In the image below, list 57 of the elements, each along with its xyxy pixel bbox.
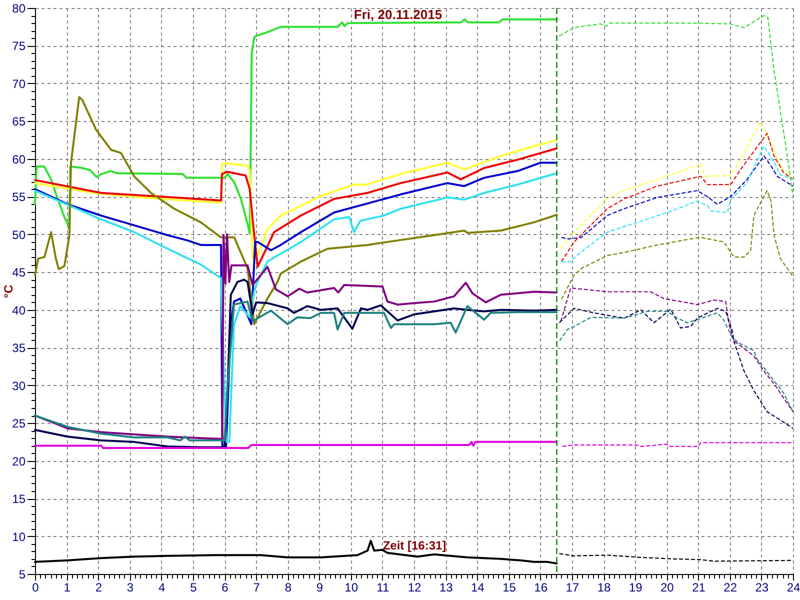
line-series xyxy=(34,440,558,449)
line-series xyxy=(560,155,794,240)
x-tick-label: 19 xyxy=(628,580,643,594)
x-tick-label: 10 xyxy=(344,580,358,594)
line-series xyxy=(558,308,794,429)
y-tick-label: 40 xyxy=(12,303,26,318)
y-axis-title: °C xyxy=(2,284,16,298)
x-tick-label: 14 xyxy=(470,580,485,594)
y-tick-label: 65 xyxy=(12,114,26,129)
x-tick-label: 5 xyxy=(190,580,198,594)
line-series xyxy=(558,14,794,196)
x-tick-label: 7 xyxy=(253,580,260,594)
x-tick-label: 13 xyxy=(439,580,454,594)
line-series xyxy=(560,190,794,300)
x-tick-label: 21 xyxy=(692,580,706,594)
y-tick-label: 75 xyxy=(12,39,26,54)
chart-title: Fri, 20.11.2015 xyxy=(354,7,442,22)
x-tick-label: 0 xyxy=(32,580,40,594)
x-tick-label: 18 xyxy=(597,580,611,594)
x-tick-label: 2 xyxy=(95,580,102,594)
y-tick-label: 50 xyxy=(12,228,26,242)
y-tick-label: 25 xyxy=(12,416,26,431)
y-tick-label: 70 xyxy=(12,76,26,91)
x-tick-label: 4 xyxy=(158,580,166,594)
y-tick-label: 15 xyxy=(12,492,26,506)
x-tick-label: 20 xyxy=(660,580,674,594)
x-tick-label: 1 xyxy=(64,580,71,594)
y-tick-label: 80 xyxy=(12,2,26,16)
x-tick-label: 8 xyxy=(284,580,292,594)
x-tick-label: 11 xyxy=(376,580,390,594)
y-tick-label: 45 xyxy=(12,266,26,280)
y-tick-label: 60 xyxy=(12,152,26,166)
line-series xyxy=(560,121,794,250)
x-tick-label: 12 xyxy=(408,580,422,594)
x-tick-label: 22 xyxy=(724,580,738,594)
x-tick-label: 9 xyxy=(316,580,324,594)
line-series xyxy=(559,310,794,412)
x-tick-label: 17 xyxy=(566,580,580,594)
line-series xyxy=(34,233,558,440)
x-tick-label: 3 xyxy=(126,580,134,594)
x-tick-label: 16 xyxy=(534,580,548,594)
line-series xyxy=(34,96,558,326)
x-tick-label: 23 xyxy=(755,580,769,594)
y-tick-label: 20 xyxy=(12,454,26,468)
x-tick-label: 24 xyxy=(786,580,800,594)
y-tick-label: 30 xyxy=(12,378,26,393)
line-series xyxy=(560,287,794,412)
line-series xyxy=(558,553,794,562)
y-tick-label: 55 xyxy=(12,190,26,204)
x-tick-label: 6 xyxy=(222,580,229,594)
line-series xyxy=(34,278,558,448)
x-tick-label: 15 xyxy=(502,580,516,594)
line-series xyxy=(34,300,558,442)
y-tick-label: 35 xyxy=(12,341,26,356)
y-tick-label: 10 xyxy=(12,530,26,544)
y-tick-label: 5 xyxy=(18,568,26,582)
x-axis-title: Zeit [16:31] xyxy=(382,538,446,552)
